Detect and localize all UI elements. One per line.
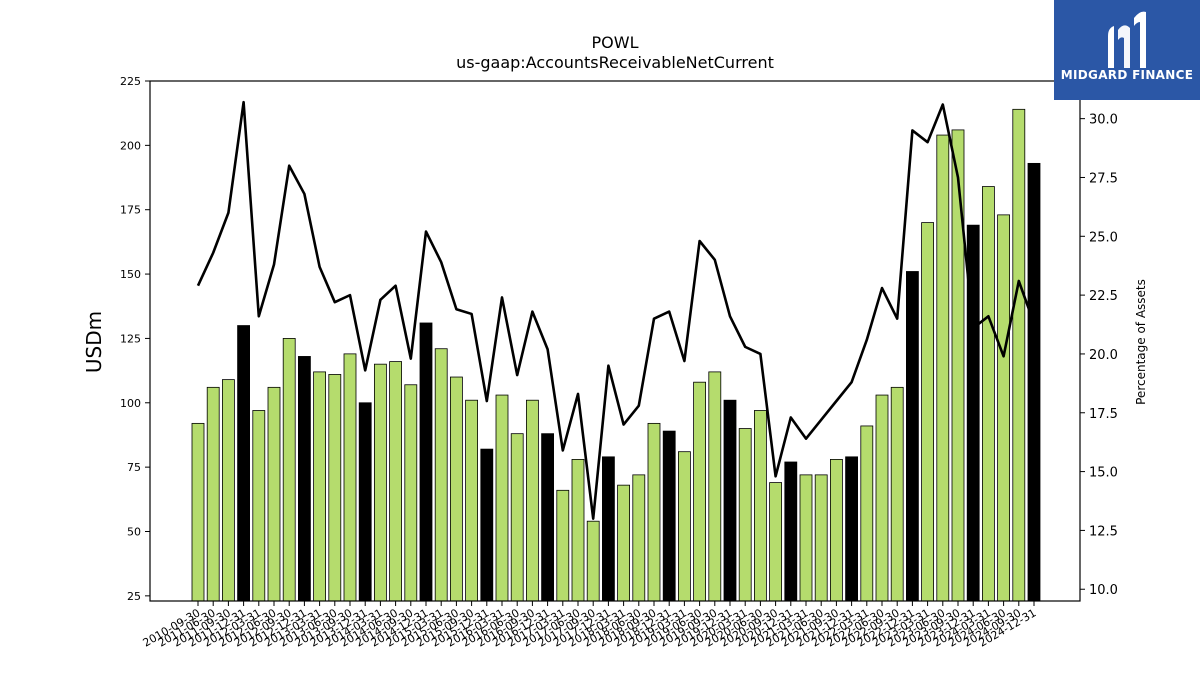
- bar: [373, 363, 387, 602]
- bar: [419, 322, 433, 602]
- bar: [252, 410, 266, 602]
- bar: [526, 399, 539, 602]
- y2-tick-label: 17.5: [1089, 407, 1118, 422]
- midgard-logo-icon: [1108, 11, 1146, 69]
- bar: [678, 451, 691, 602]
- bar: [358, 402, 372, 602]
- y-tick-label: 100: [120, 397, 141, 410]
- chart-subtitle: us-gaap:AccountsReceivableNetCurrent: [456, 53, 774, 72]
- bar: [617, 484, 630, 602]
- bar: [434, 348, 448, 602]
- bar: [586, 520, 600, 602]
- bar: [738, 428, 752, 602]
- bar: [328, 374, 342, 602]
- bar: [313, 371, 327, 602]
- bar: [282, 338, 296, 602]
- y2-tick-label: 27.5: [1089, 171, 1118, 186]
- bar: [890, 386, 904, 602]
- axes-layer: 25 50 75 100 125 150 175 200 225 10.0 12.5 15.0 17.5…: [120, 75, 1118, 650]
- bar: [267, 386, 281, 602]
- bar: [830, 459, 843, 602]
- bars-layer: [191, 108, 1041, 602]
- bar: [206, 386, 220, 602]
- y-tick-label: 125: [120, 332, 141, 345]
- y2-tick-label: 25.0: [1089, 230, 1118, 245]
- bar: [480, 448, 494, 602]
- bar: [495, 394, 509, 602]
- y2-axis-label: Percentage of Assets: [1134, 279, 1148, 405]
- brand-logo: MIDGARD FINANCE: [1054, 0, 1200, 100]
- bar: [297, 356, 311, 602]
- bar: [875, 394, 889, 602]
- bar: [237, 325, 251, 602]
- bar: [769, 482, 782, 602]
- y2-tick-label: 12.5: [1089, 524, 1118, 539]
- bar: [602, 456, 615, 602]
- bar: [814, 474, 828, 602]
- bar: [389, 361, 403, 602]
- bar: [921, 222, 934, 602]
- bar: [647, 422, 661, 602]
- bar: [754, 410, 767, 602]
- bar: [571, 459, 585, 602]
- y-tick-label: 25: [127, 590, 141, 603]
- y-tick-label: 75: [127, 461, 141, 474]
- chart-title: POWL: [592, 33, 639, 52]
- y2-tick-label: 20.0: [1089, 348, 1118, 363]
- bar: [1012, 108, 1026, 602]
- y-tick-label: 200: [120, 139, 141, 152]
- y-tick-label: 225: [120, 75, 141, 88]
- y-tick-label: 50: [127, 525, 141, 538]
- y2-tick-label: 10.0: [1089, 583, 1118, 598]
- bar: [404, 384, 418, 602]
- bar: [449, 376, 463, 602]
- line-layer: [196, 100, 1036, 520]
- bar: [343, 353, 357, 602]
- y-tick-label: 175: [120, 204, 141, 217]
- bar: [541, 433, 554, 602]
- bar: [982, 186, 995, 602]
- bar: [723, 399, 737, 602]
- bar: [951, 129, 965, 602]
- brand-name: MIDGARD FINANCE: [1060, 68, 1194, 82]
- bar: [693, 381, 706, 602]
- bar: [997, 214, 1010, 602]
- bar: [510, 433, 524, 602]
- bar: [845, 456, 858, 602]
- bar: [1027, 162, 1041, 602]
- bar: [465, 399, 479, 602]
- y-tick-label: 150: [120, 268, 141, 281]
- bar: [784, 461, 798, 602]
- percent-line: [196, 100, 1036, 520]
- bar: [860, 425, 874, 602]
- bar: [936, 134, 950, 602]
- bar: [632, 474, 646, 602]
- bar: [799, 474, 813, 602]
- y-axis-label: USDm: [82, 311, 106, 373]
- y2-tick-label: 30.0: [1089, 113, 1118, 128]
- bar: [708, 371, 722, 602]
- bar: [221, 379, 235, 602]
- bar: [556, 489, 570, 602]
- bar: [191, 422, 205, 602]
- y2-tick-label: 15.0: [1089, 466, 1118, 481]
- y2-tick-label: 22.5: [1089, 289, 1118, 304]
- plot-frame: [149, 80, 1081, 602]
- bar: [662, 430, 676, 602]
- bar: [906, 271, 919, 602]
